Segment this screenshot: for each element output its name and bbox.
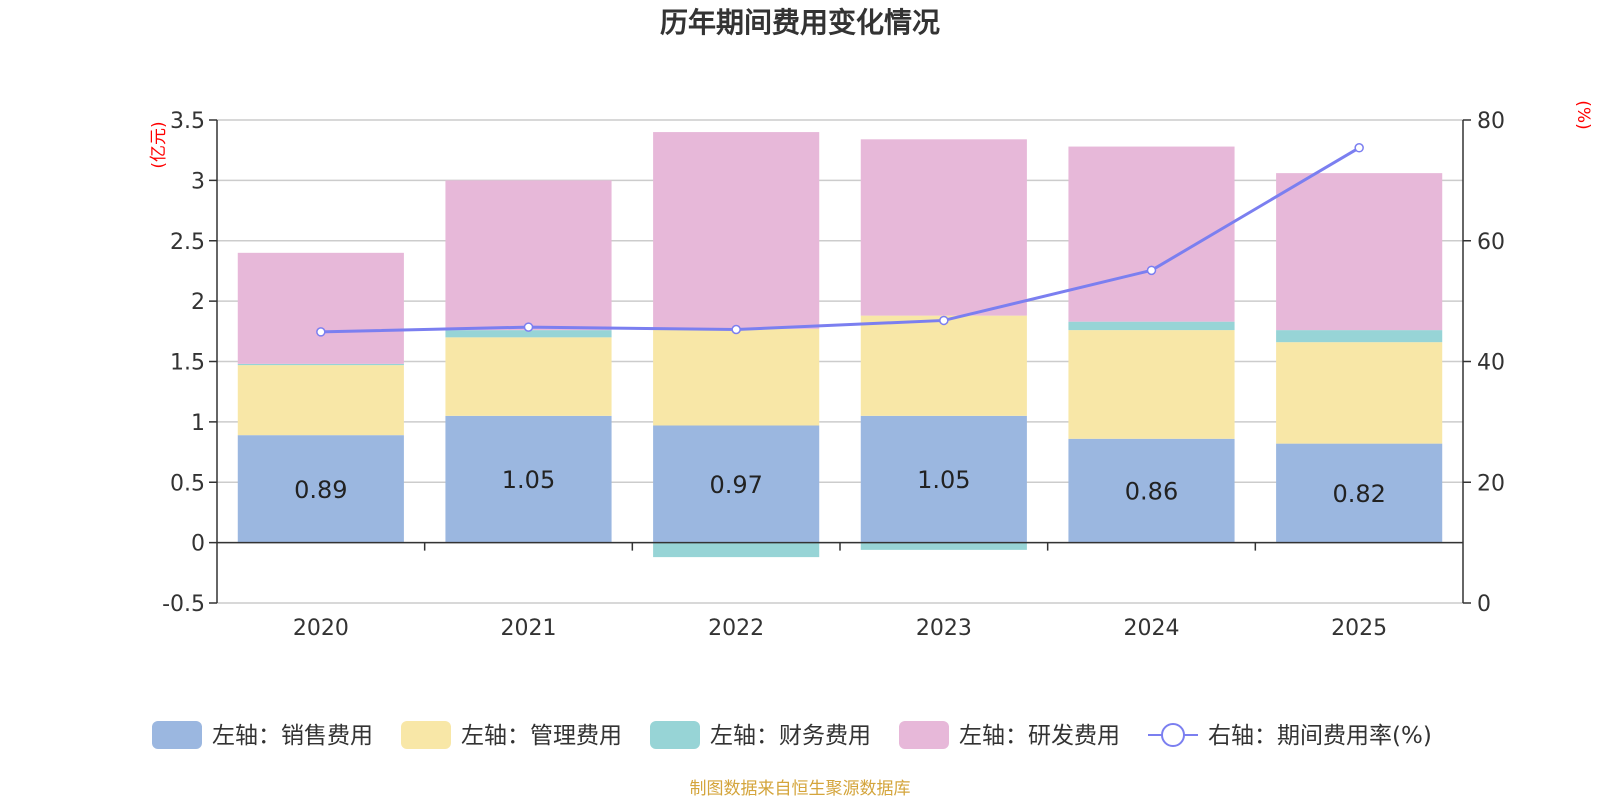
bar-segment-1 [653, 425, 820, 543]
bar-value-label: 0.82 [1332, 480, 1385, 508]
axes: 3.5 3 2.5 2 1.5 1 0.5 0 -0.5 80 60 40 20 0 2020 2021 202… [149, 100, 1593, 641]
rate-line [316, 143, 1364, 337]
left-tick-label: 2.5 [170, 230, 205, 255]
rate-point [939, 315, 949, 326]
rate-line-path [320, 146, 1360, 334]
bar-segment-4 [653, 132, 820, 329]
rate-point [731, 324, 741, 335]
left-tick-label: 1.5 [170, 351, 205, 376]
legend-swatch-2 [401, 721, 451, 749]
rate-point [316, 327, 326, 337]
bars [237, 132, 1443, 558]
legend-swatch-3 [650, 721, 700, 749]
left-tick-label: -0.5 [162, 592, 205, 617]
bar-segment-2 [1276, 342, 1443, 444]
right-tick-label: 0 [1477, 592, 1491, 617]
rate-point [523, 322, 534, 332]
bar-segment-3 [445, 330, 612, 338]
legend-label-1: 左轴：销售费用 [212, 723, 373, 749]
left-tick-label: 2 [191, 290, 205, 315]
right-tick-label: 80 [1477, 109, 1505, 134]
rate-point [1146, 265, 1157, 276]
legend: 左轴：销售费用 左轴：管理费用 左轴：财务费用 左轴：研发费用 右轴：期间费用率(%) [152, 721, 1432, 749]
bar-segment-3 [237, 363, 404, 366]
legend-label-4: 左轴：研发费用 [959, 723, 1120, 749]
bar-segment-2 [1068, 330, 1235, 439]
bar-value-label: 1.05 [502, 466, 555, 494]
rate-point [1354, 143, 1364, 153]
left-tick-label: 0 [191, 532, 205, 557]
legend-label-5: 右轴：期间费用率(%) [1208, 723, 1432, 749]
bar-segment-1 [860, 415, 1027, 543]
chart-title: 历年期间费用变化情况 [660, 6, 940, 39]
left-tick-label: 3 [191, 169, 205, 194]
bar-segment-1 [445, 415, 612, 543]
bar-segment-3 [1276, 330, 1443, 343]
bar-segment-2 [653, 328, 820, 426]
bar-segment-2 [445, 337, 612, 416]
left-axis-unit: (亿元) [149, 121, 169, 168]
bar-segment-4 [445, 180, 612, 331]
legend-swatch-1 [152, 721, 202, 749]
x-tick-label: 2023 [916, 616, 972, 641]
right-axis-unit: (%) [1573, 100, 1593, 129]
bar-segment-1 [1068, 438, 1235, 543]
bar-segment-2 [237, 365, 404, 436]
bar-value-label: 0.89 [294, 476, 347, 504]
source-note: 制图数据来自恒生聚源数据库 [690, 779, 911, 799]
bar-segment-3 [1068, 321, 1235, 331]
bar-segment-3 [653, 542, 820, 558]
bar-value-label: 0.86 [1125, 478, 1178, 506]
x-tick-label: 2025 [1331, 616, 1387, 641]
right-tick-label: 60 [1477, 230, 1505, 255]
legend-label-3: 左轴：财务费用 [710, 723, 871, 749]
legend-swatch-4 [899, 721, 949, 749]
x-tick-label: 2021 [501, 616, 557, 641]
bar-segment-4 [1068, 146, 1235, 322]
x-tick-label: 2024 [1124, 616, 1180, 641]
legend-label-2: 左轴：管理费用 [461, 723, 622, 749]
bar-segment-3 [860, 542, 1027, 550]
left-tick-label: 1 [191, 411, 205, 436]
bar-segment-4 [860, 139, 1027, 316]
right-tick-label: 20 [1477, 471, 1505, 496]
x-tick-label: 2020 [293, 616, 349, 641]
bar-segment-1 [1276, 443, 1443, 543]
right-tick-label: 40 [1477, 351, 1505, 376]
legend-circle-marker [1161, 723, 1185, 747]
x-tick-label: 2022 [708, 616, 764, 641]
left-tick-label: 0.5 [170, 471, 205, 496]
bar-value-label: 1.05 [917, 466, 970, 494]
bar-value-label: 0.97 [709, 471, 762, 499]
bar-segment-2 [860, 315, 1027, 416]
left-tick-label: 3.5 [170, 109, 205, 134]
bar-labels: 0.89 1.05 0.97 1.05 0.86 0.82 [294, 466, 1386, 508]
gridlines [217, 119, 1463, 604]
bar-segment-1 [237, 435, 404, 543]
bar-segment-4 [1276, 173, 1443, 331]
bar-segment-4 [237, 252, 404, 364]
